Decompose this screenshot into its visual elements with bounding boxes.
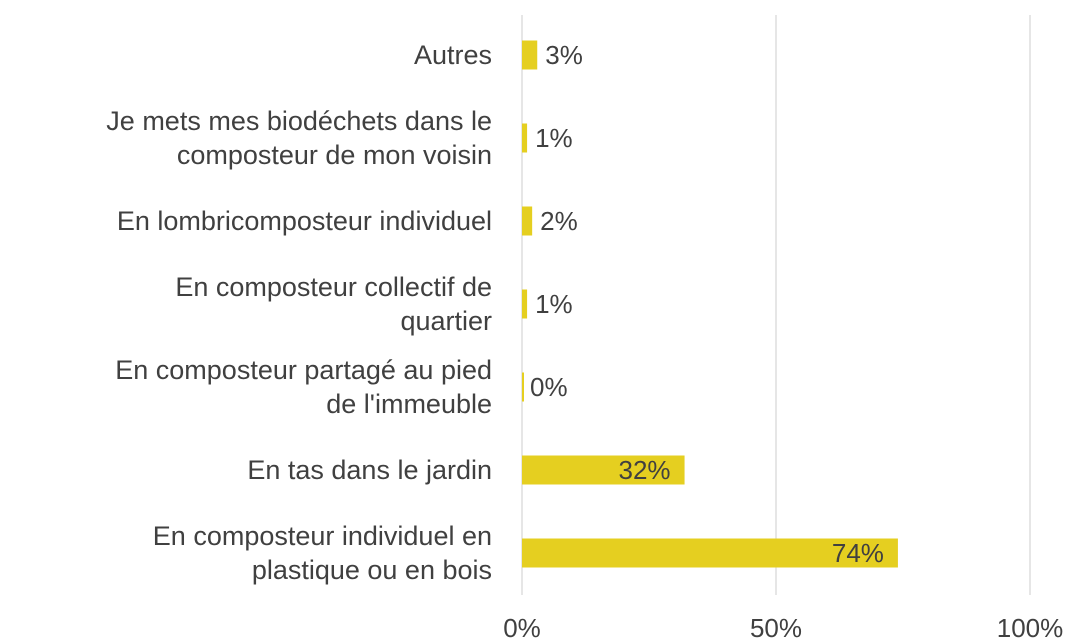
data-label: 32% [619,455,671,485]
category-label: En lombricomposteur individuel [116,206,492,236]
bar [522,123,528,153]
x-tick-label: 50% [750,613,802,643]
bar [522,455,685,485]
data-label: 1% [535,289,573,319]
category-label: En composteur partagé au pied de l'immeu… [115,355,492,419]
data-label: 3% [545,40,583,70]
x-tick-label: 0% [503,613,541,643]
category-label: En composteur individuel en plastique ou… [152,521,492,585]
data-label: 74% [832,538,884,568]
x-tick-label: 100% [997,613,1064,643]
data-label: 1% [535,123,573,153]
data-label: 2% [540,206,578,236]
bar [522,372,524,402]
category-label: En tas dans le jardin [247,455,492,485]
bar [522,289,528,319]
category-label: Je mets mes biodéchets dans le composteu… [106,106,492,170]
bar [522,40,538,70]
category-label: Autres [413,40,492,70]
bar [522,206,533,236]
category-label: En composteur collectif de quartier [175,272,492,336]
data-label: 0% [530,372,568,402]
bar [522,538,898,568]
